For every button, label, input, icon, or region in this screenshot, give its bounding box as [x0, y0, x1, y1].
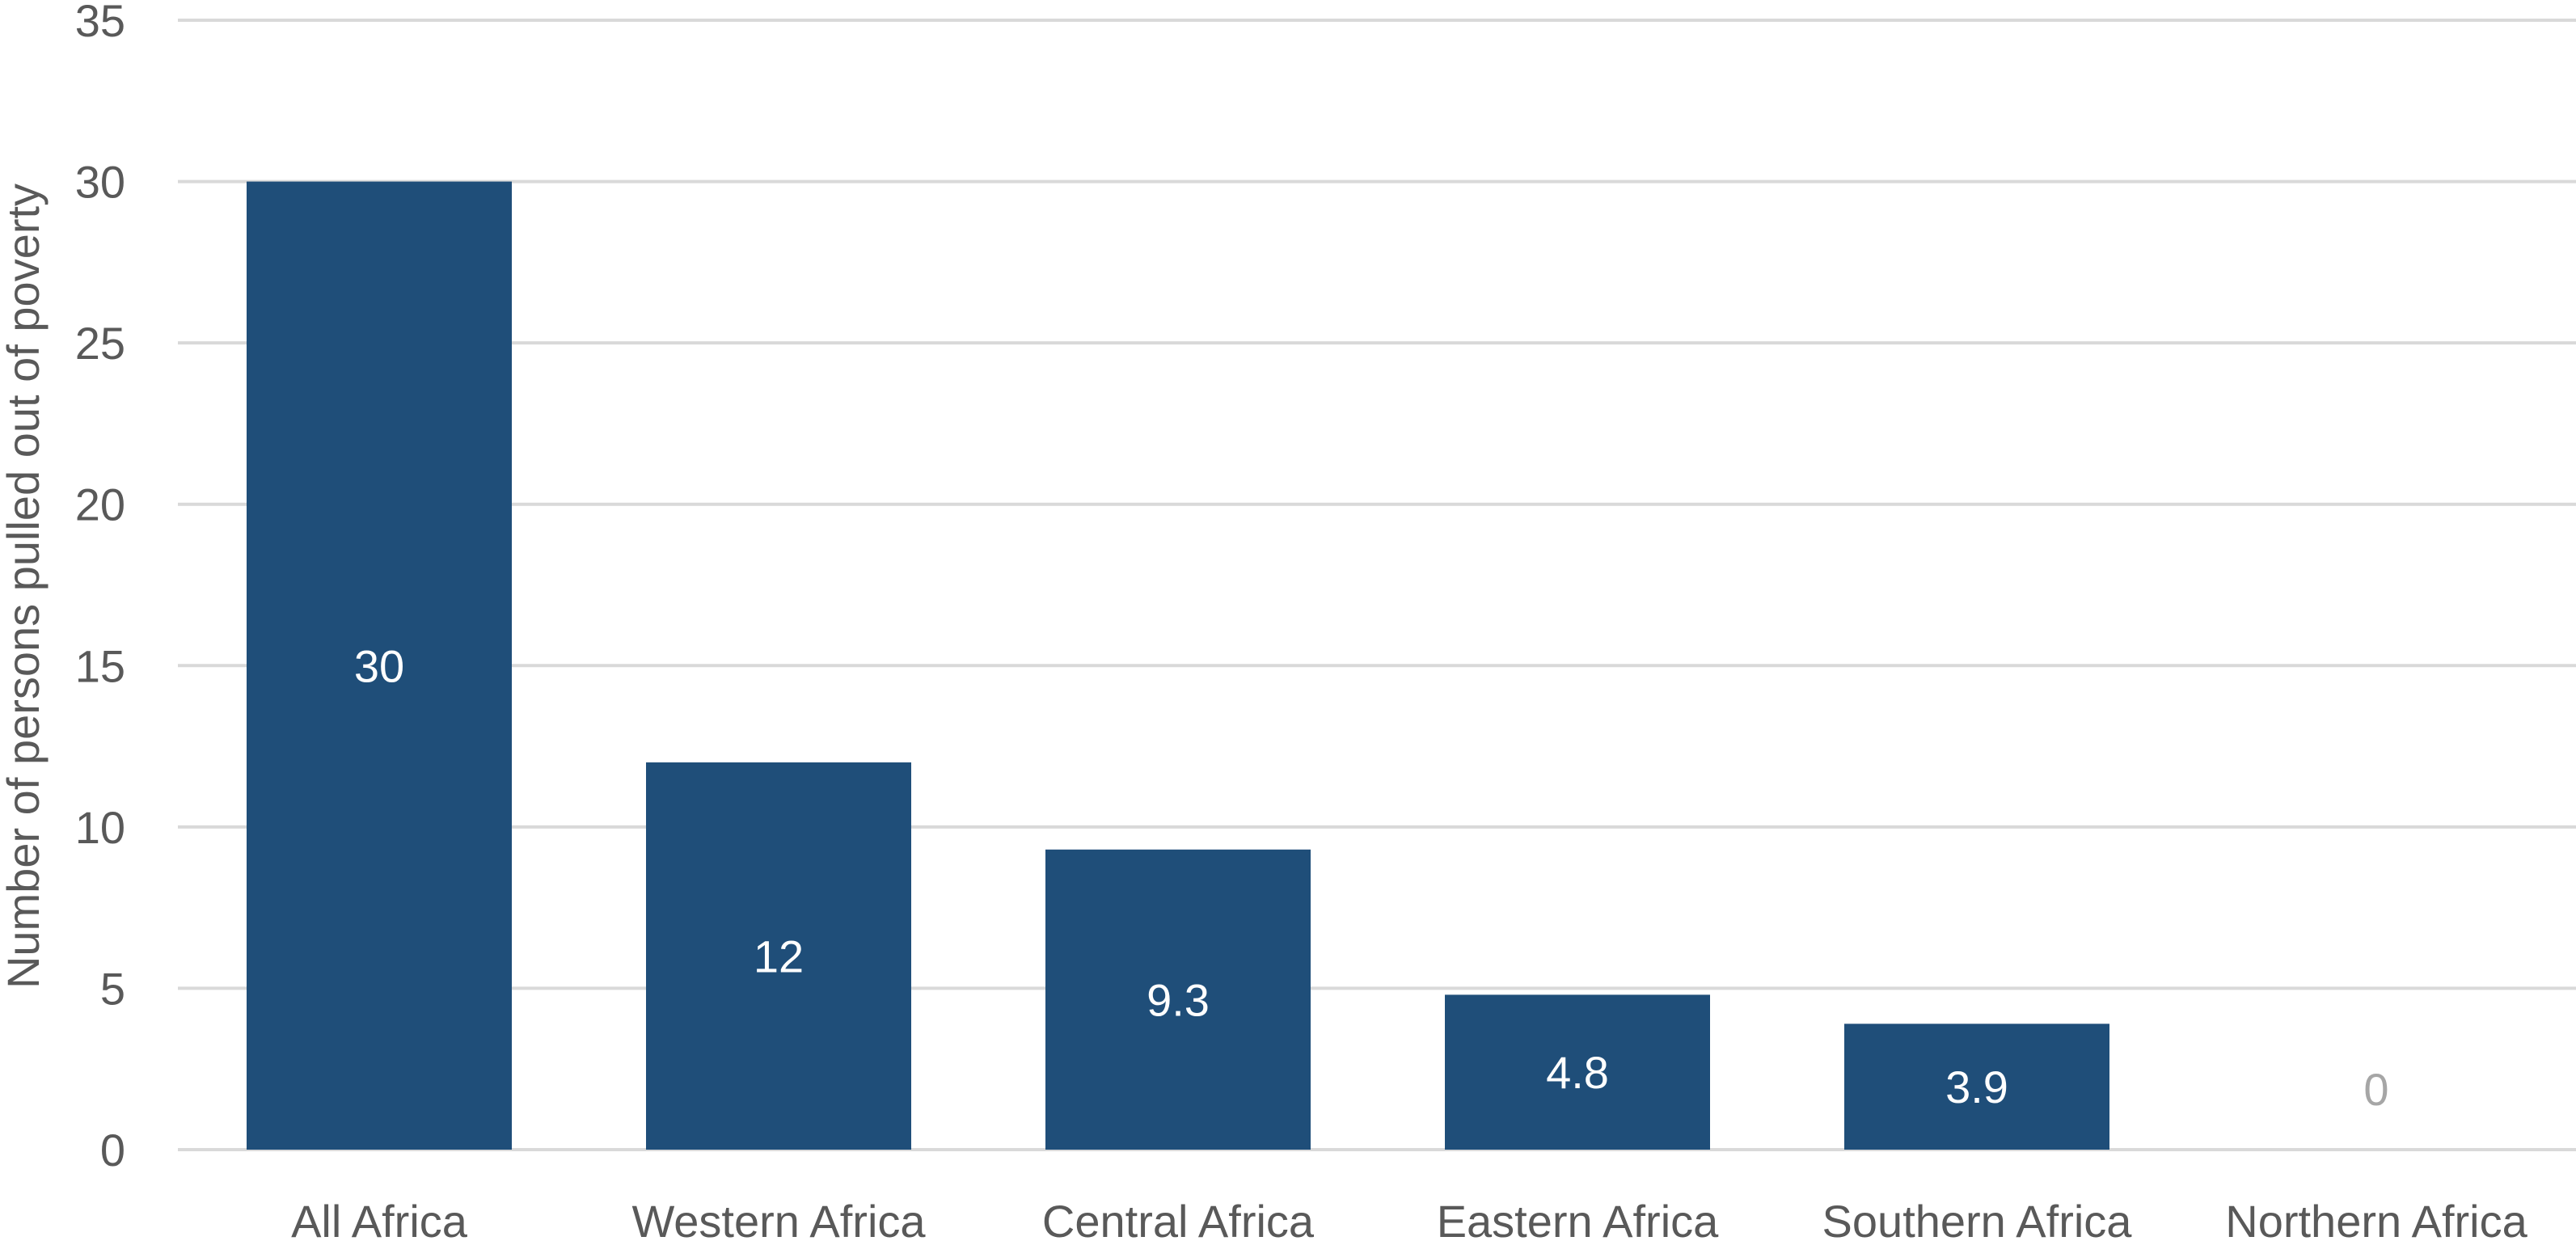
y-tick-label: 25: [75, 318, 125, 369]
bar: [1045, 849, 1311, 1150]
category-label: Eastern Africa: [1437, 1196, 1719, 1241]
category-label: Northern Africa: [2225, 1196, 2527, 1241]
y-tick-label: 20: [75, 479, 125, 530]
data-label: 30: [354, 640, 404, 691]
category-label: All Africa: [291, 1196, 468, 1241]
bar: [1844, 1024, 2109, 1150]
y-tick-label: 5: [100, 963, 125, 1014]
y-axis-ticks: 0 5 10 15 20 25 30 35: [75, 0, 125, 1176]
y-axis-title: Number of persons pulled out of poverty: [0, 184, 49, 989]
y-tick-label: 35: [75, 0, 125, 46]
bar: [247, 181, 512, 1150]
y-tick-label: 15: [75, 640, 125, 691]
bars: [247, 181, 2109, 1150]
category-label: Central Africa: [1042, 1196, 1315, 1241]
category-label: Western Africa: [631, 1196, 926, 1241]
data-label: 9.3: [1147, 974, 1210, 1025]
gridlines: [178, 19, 2576, 1151]
y-tick-label: 10: [75, 802, 125, 853]
data-label: 12: [754, 931, 804, 982]
y-tick-label: 30: [75, 157, 125, 208]
y-tick-label: 0: [100, 1125, 125, 1176]
bar: [646, 762, 911, 1150]
bar: [1445, 994, 1710, 1150]
data-label: 4.8: [1546, 1047, 1609, 1098]
data-labels: 30 12 9.3 4.8 3.9 0: [354, 640, 2389, 1115]
data-label: 0: [2363, 1064, 2388, 1115]
category-labels: All Africa Western Africa Central Africa Ea…: [291, 1196, 2528, 1241]
data-label: 3.9: [1945, 1062, 2008, 1112]
category-label: Southern Africa: [1822, 1196, 2133, 1241]
